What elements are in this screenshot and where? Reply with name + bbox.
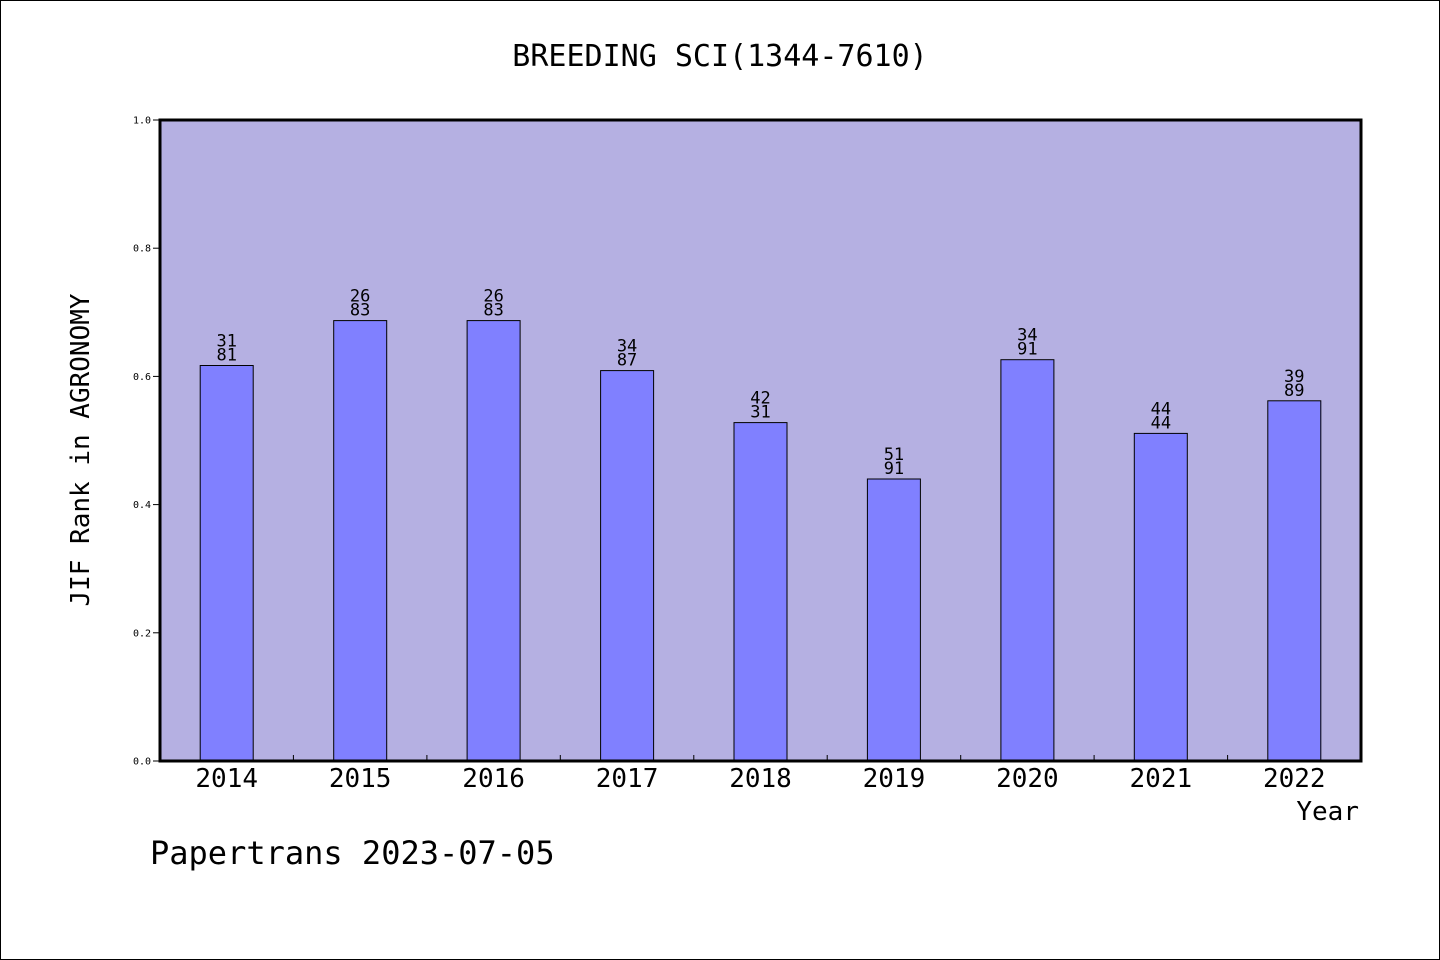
bar-label-bottom-2021: 44: [1151, 413, 1171, 433]
plot-border: [158, 118, 1363, 763]
bar-label-top-2014: 31: [216, 332, 236, 352]
y-tick-label: 0.0: [133, 757, 151, 768]
bar-label-bottom-2015: 83: [350, 301, 370, 321]
x-tick-label-2018: 2018: [729, 764, 792, 794]
y-tick-label: 0.6: [133, 372, 151, 383]
bar-2017: [600, 370, 655, 762]
bar-label-bottom-2022: 89: [1284, 381, 1304, 401]
bar-2020: [1000, 359, 1055, 762]
bar-label-top-2019: 51: [884, 445, 904, 465]
x-tick-label-2014: 2014: [195, 764, 258, 794]
bar-label-top-2022: 39: [1284, 367, 1304, 387]
y-tick-label: 1.0: [133, 116, 151, 127]
x-tick-label-2022: 2022: [1263, 764, 1326, 794]
bar-label-top-2018: 42: [750, 389, 770, 409]
y-axis: 0.0 0.2 0.4 0.6 0.8 1.0: [133, 116, 160, 768]
bar-2016: [466, 320, 521, 762]
bar-label-bottom-2016: 83: [483, 301, 503, 321]
bar-label-bottom-2020: 91: [1017, 340, 1037, 360]
bar-2019: [866, 478, 921, 762]
bar-label-bottom-2014: 81: [216, 346, 236, 366]
bar-label-bottom-2019: 91: [884, 459, 904, 479]
footer-text: Papertrans 2023-07-05: [150, 834, 555, 872]
x-axis-title: Year: [1296, 797, 1359, 827]
bars-group: [199, 320, 1322, 762]
bar-label-top-2017: 34: [617, 337, 637, 357]
x-tick-label-2017: 2017: [596, 764, 659, 794]
y-tick-label: 0.2: [133, 628, 151, 639]
bar-label-bottom-2018: 31: [750, 403, 770, 423]
bar-2014: [199, 365, 254, 762]
bar-label-top-2015: 26: [350, 287, 370, 307]
chart-title: BREEDING SCI(1344-7610): [512, 39, 927, 74]
bar-2015: [333, 320, 388, 762]
x-tick-label-2016: 2016: [462, 764, 525, 794]
x-tick-label-2019: 2019: [863, 764, 926, 794]
bar-label-top-2016: 26: [483, 287, 503, 307]
bar-2018: [733, 422, 788, 762]
x-tick-label-2020: 2020: [996, 764, 1059, 794]
bar-label-top-2021: 44: [1151, 399, 1171, 419]
bar-label-bottom-2017: 87: [617, 351, 637, 371]
bar-2021: [1133, 432, 1188, 762]
y-tick-label: 0.4: [133, 500, 151, 511]
x-axis: 2014 2015 2016 2017 2018 2019 2020 2021 2022: [195, 755, 1326, 794]
x-tick-label-2021: 2021: [1130, 764, 1193, 794]
x-tick-label-2015: 2015: [329, 764, 392, 794]
y-tick-label: 0.8: [133, 244, 151, 255]
bar-2022: [1267, 400, 1322, 762]
bar-label-top-2020: 34: [1017, 326, 1037, 346]
y-axis-title: JIF Rank in AGRONOMY: [66, 293, 96, 606]
